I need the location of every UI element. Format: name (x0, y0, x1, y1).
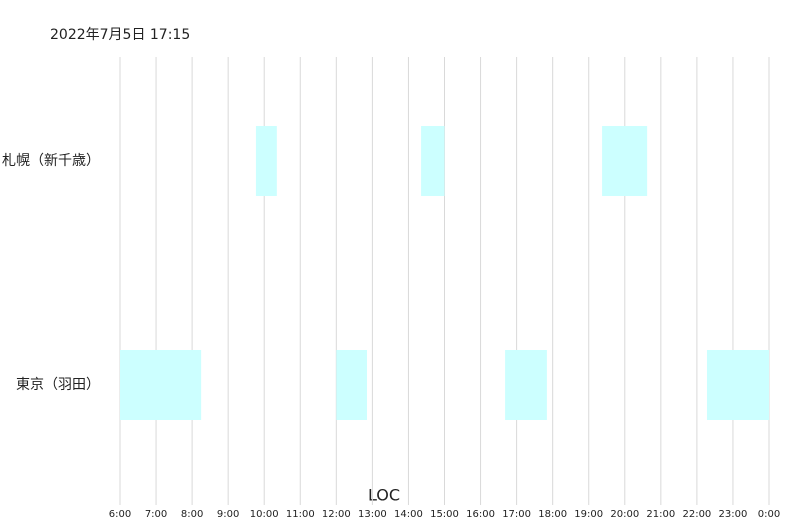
x-tick-label: 21:00 (646, 509, 675, 520)
x-tick-label: 14:00 (394, 509, 423, 520)
x-axis-label: LOC (368, 486, 400, 505)
x-tick-label: 9:00 (217, 509, 239, 520)
y-tick-label: 札幌（新千歳） (2, 153, 100, 169)
bar (421, 126, 445, 196)
x-tick-label: 19:00 (574, 509, 603, 520)
bar (255, 126, 277, 196)
bar (120, 350, 202, 420)
bar (505, 350, 547, 420)
y-tick-label: 東京（羽田） (16, 377, 100, 393)
x-tick-label: 20:00 (610, 509, 639, 520)
x-tick-label: 7:00 (145, 509, 167, 520)
x-tick-label: 18:00 (538, 509, 567, 520)
chart-title: 2022年7月5日 17:15 (50, 27, 190, 43)
x-tick-label: 0:00 (758, 509, 780, 520)
bar (336, 350, 367, 420)
bar (602, 126, 648, 196)
x-tick-label: 15:00 (430, 509, 459, 520)
x-tick-label: 16:00 (466, 509, 495, 520)
x-tick-label: 13:00 (358, 509, 387, 520)
x-tick-label: 6:00 (109, 509, 131, 520)
x-tick-label: 22:00 (682, 509, 711, 520)
x-tick-label: 8:00 (181, 509, 203, 520)
x-tick-label: 12:00 (322, 509, 351, 520)
x-tick-label: 23:00 (719, 509, 748, 520)
x-tick-label: 10:00 (250, 509, 279, 520)
bar (706, 350, 769, 420)
x-tick-label: 17:00 (502, 509, 531, 520)
x-tick-label: 11:00 (286, 509, 315, 520)
